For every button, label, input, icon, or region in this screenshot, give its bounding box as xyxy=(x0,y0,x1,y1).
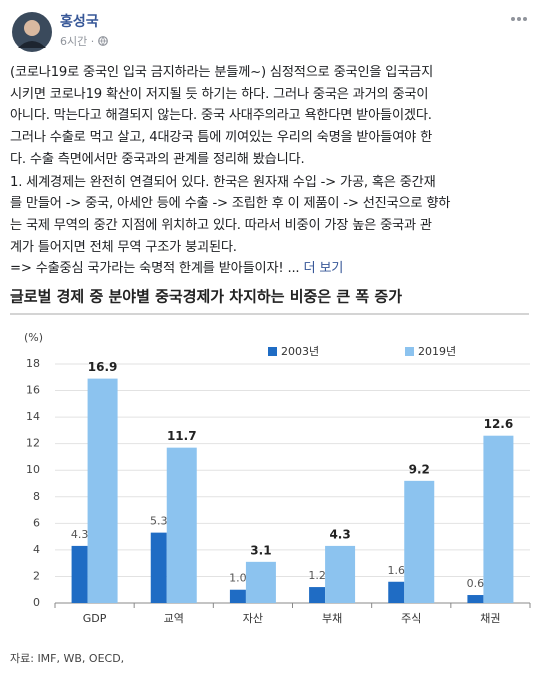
text-line-content: (코로나19로 중국인 입국 금지하라는 분들께~) 심정적으로 중국인을 입국… xyxy=(10,65,434,80)
bar xyxy=(229,589,246,603)
bar xyxy=(166,447,197,603)
post-text: (코로나19로 중국인 입국 금지하라는 분들께~) 심정적으로 중국인을 입국… xyxy=(10,62,535,281)
text-line-content: 는 국제 무역의 중간 지점에 위치하고 있다. 따라서 비중이 가장 높은 중… xyxy=(10,217,432,233)
data-label: 3.1 xyxy=(250,543,271,557)
y-tick-label: 18 xyxy=(26,357,40,370)
x-tick-label: 부채 xyxy=(322,612,342,625)
data-label: 9.2 xyxy=(409,462,430,476)
text-line-content: 1. 세계경제는 완전히 연결되어 있다. 한국은 원자재 수입 -> 가공, … xyxy=(10,174,436,190)
data-label: 1.6 xyxy=(388,564,406,577)
y-tick-label: 2 xyxy=(33,569,40,582)
data-label: 0.6 xyxy=(467,577,485,590)
bar xyxy=(467,595,484,603)
x-tick-label: 채권 xyxy=(480,612,500,625)
y-tick-label: 4 xyxy=(33,543,40,556)
y-tick-label: 12 xyxy=(26,437,40,450)
see-more-link[interactable]: 더 보기 xyxy=(303,261,344,277)
more-options[interactable] xyxy=(509,15,529,23)
y-tick-label: 16 xyxy=(26,384,40,397)
data-label: 12.6 xyxy=(484,417,514,431)
x-tick-label: GDP xyxy=(83,612,107,625)
text-line: 를 만들어 -> 중국, 아세안 등에 수출 -> 조립한 후 이 제품이 ->… xyxy=(10,193,535,215)
text-line: 시키면 코로나19 확산이 저지될 듯 하기는 하다. 그러나 중국은 과거의 … xyxy=(10,84,535,106)
text-line: => 수출중심 국가라는 숙명적 한계를 받아들이자! ... 더 보기 xyxy=(10,258,535,280)
paragraph: (코로나19로 중국인 입국 금지하라는 분들께~) 심정적으로 중국인을 입국… xyxy=(10,62,535,171)
text-line-content: 를 만들어 -> 중국, 아세안 등에 수출 -> 조립한 후 이 제품이 ->… xyxy=(10,196,451,212)
bar xyxy=(483,435,514,603)
text-line-content: 그러나 수출로 먹고 살고, 4대강국 틈에 끼여있는 우리의 숙명을 받아들여… xyxy=(10,130,433,146)
bar xyxy=(404,480,435,603)
data-label: 11.7 xyxy=(167,429,197,443)
data-label: 4.3 xyxy=(329,527,350,541)
bar xyxy=(71,545,88,603)
privacy-icon xyxy=(97,36,108,46)
text-line-content: 다. 수출 측면에서만 중국과의 관계를 정리해 봤습니다. xyxy=(10,151,305,167)
text-line: 아니다. 막는다고 해결되지 않는다. 중국 사대주의라고 욕한다면 받아들이겠… xyxy=(10,105,535,127)
y-tick-label: 10 xyxy=(26,463,40,476)
bar xyxy=(325,545,356,603)
legend-label: 2019년 xyxy=(418,345,456,358)
data-label: 4.3 xyxy=(71,528,89,541)
text-line-content: => 수출중심 국가라는 숙명적 한계를 받아들이자! ... xyxy=(10,261,300,277)
post-time[interactable]: 6시간 · xyxy=(60,33,108,49)
y-tick-label: 6 xyxy=(33,516,40,529)
data-label: 1.0 xyxy=(229,572,247,585)
y-unit: (%) xyxy=(24,331,43,344)
legend-swatch xyxy=(405,347,414,356)
author-name[interactable]: 홍성국 xyxy=(60,14,99,30)
x-tick-label: 교역 xyxy=(164,612,184,625)
post-time-text[interactable]: 6시간 xyxy=(60,35,88,48)
bar xyxy=(87,378,118,603)
x-tick-label: 주식 xyxy=(401,612,421,625)
chart-title: 글로벌 경제 중 분야별 중국경제가 차지하는 비중은 큰 폭 증가 xyxy=(10,288,402,306)
text-line-content: 계가 틀어지면 전체 무역 구조가 붕괴된다. xyxy=(10,239,237,255)
bar xyxy=(309,587,326,603)
text-line-content: 시키면 코로나19 확산이 저지될 듯 하기는 하다. 그러나 중국은 과거의 … xyxy=(10,86,429,102)
data-label: 16.9 xyxy=(88,360,118,374)
text-line: 다. 수출 측면에서만 중국과의 관계를 정리해 봤습니다. xyxy=(10,149,535,171)
avatar[interactable] xyxy=(12,12,52,52)
y-tick-label: 0 xyxy=(33,596,40,609)
data-label: 1.2 xyxy=(308,569,326,582)
text-line: 그러나 수출로 먹고 살고, 4대강국 틈에 끼여있는 우리의 숙명을 받아들여… xyxy=(10,127,535,149)
text-line: 1. 세계경제는 완전히 연결되어 있다. 한국은 원자재 수입 -> 가공, … xyxy=(10,172,535,194)
bar xyxy=(150,532,167,603)
text-line: 는 국제 무역의 중간 지점에 위치하고 있다. 따라서 비중이 가장 높은 중… xyxy=(10,215,535,237)
text-line: 계가 틀어지면 전체 무역 구조가 붕괴된다. xyxy=(10,237,535,259)
data-label: 5.3 xyxy=(150,515,168,528)
chart-source: 자료: IMF, WB, OECD, xyxy=(10,652,124,665)
chart-image: 글로벌 경제 중 분야별 중국경제가 차지하는 비중은 큰 폭 증가 (%) 자… xyxy=(10,288,531,665)
y-tick-label: 8 xyxy=(33,490,40,503)
x-tick-label: 자산 xyxy=(243,612,263,625)
text-line: (코로나19로 중국인 입국 금지하라는 분들께~) 심정적으로 중국인을 입국… xyxy=(10,62,535,84)
y-tick-label: 14 xyxy=(26,410,40,423)
text-line-content: 아니다. 막는다고 해결되지 않는다. 중국 사대주의라고 욕한다면 받아들이겠… xyxy=(10,108,432,124)
legend-label: 2003년 xyxy=(281,345,319,358)
paragraph: 1. 세계경제는 완전히 연결되어 있다. 한국은 원자재 수입 -> 가공, … xyxy=(10,172,535,281)
legend-swatch xyxy=(268,347,277,356)
bar xyxy=(388,581,405,603)
bar xyxy=(245,561,276,603)
